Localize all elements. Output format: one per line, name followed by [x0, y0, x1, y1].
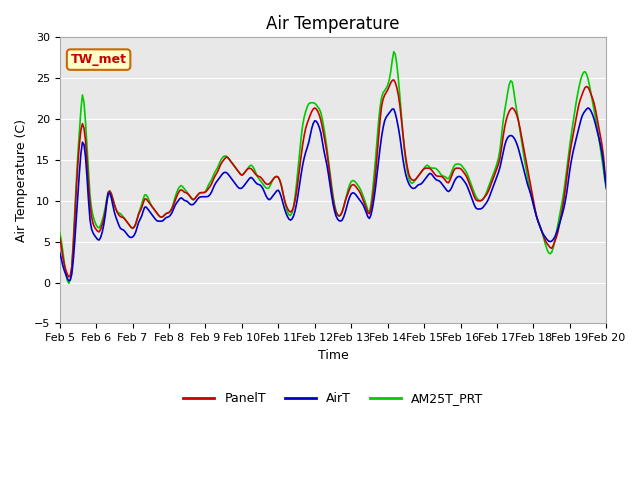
Title: Air Temperature: Air Temperature [266, 15, 400, 33]
X-axis label: Time: Time [317, 348, 348, 362]
Text: TW_met: TW_met [70, 53, 127, 66]
Y-axis label: Air Temperature (C): Air Temperature (C) [15, 119, 28, 242]
Legend: PanelT, AirT, AM25T_PRT: PanelT, AirT, AM25T_PRT [178, 387, 488, 410]
